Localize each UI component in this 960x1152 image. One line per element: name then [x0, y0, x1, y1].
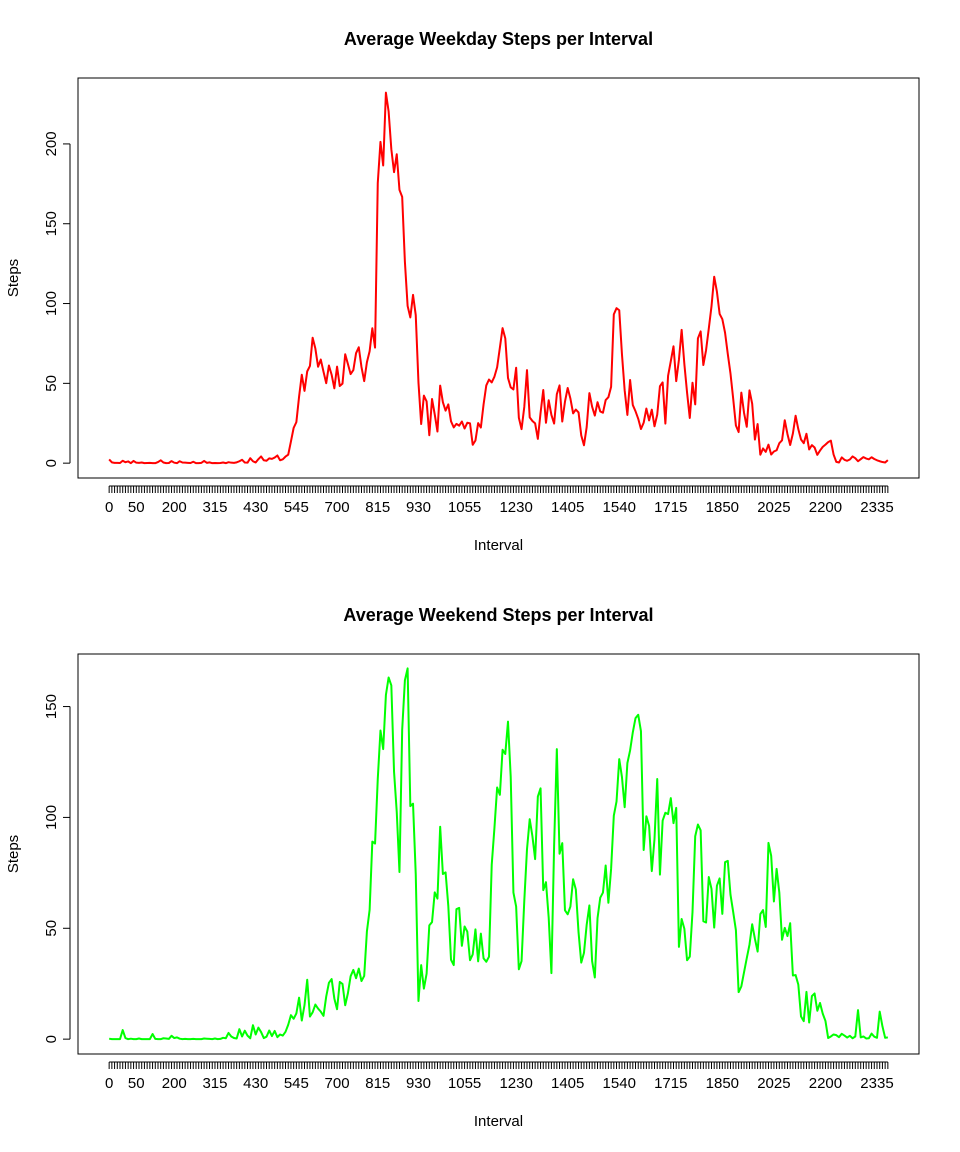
x-tick-label: 545: [284, 499, 309, 516]
x-tick-label: 0: [105, 499, 113, 516]
x-tick-label: 0: [105, 1075, 113, 1092]
x-tick-label: 50: [128, 1075, 145, 1092]
x-tick-label: 1850: [706, 1075, 739, 1092]
x-tick-label: 930: [406, 1075, 431, 1092]
plot-frame: [77, 77, 920, 479]
chart-title: Average Weekday Steps per Interval: [344, 29, 653, 49]
chart-title: Average Weekend Steps per Interval: [343, 605, 653, 625]
y-tick-label: 150: [43, 211, 60, 236]
x-tick-label: 930: [406, 499, 431, 516]
data-line: [108, 91, 889, 465]
x-tick-label: 430: [243, 1075, 268, 1092]
x-tick-label: 2200: [809, 499, 842, 516]
x-axis-label: Interval: [474, 537, 523, 554]
x-tick-label: 200: [162, 1075, 187, 1092]
x-tick-label: 1055: [448, 499, 481, 516]
x-tick-label: 700: [325, 1075, 350, 1092]
x-tick-label: 2025: [757, 1075, 790, 1092]
y-tick-label: 150: [43, 694, 60, 719]
x-axis-label: Interval: [474, 1113, 523, 1130]
x-tick-label: 1715: [654, 1075, 687, 1092]
y-tick-label: 0: [43, 459, 60, 467]
x-tick-label: 50: [128, 499, 145, 516]
x-tick-label: 315: [202, 499, 227, 516]
x-tick-label: 1230: [499, 1075, 532, 1092]
x-tick-label: 1055: [448, 1075, 481, 1092]
x-tick-label: 815: [365, 499, 390, 516]
x-tick-label: 430: [243, 499, 268, 516]
x-tick-label: 2200: [809, 1075, 842, 1092]
x-tick-label: 1850: [706, 499, 739, 516]
x-tick-label: 1540: [603, 499, 636, 516]
x-tick-label: 315: [202, 1075, 227, 1092]
x-tick-label: 2335: [860, 1075, 893, 1092]
x-tick-label: 815: [365, 1075, 390, 1092]
y-tick-label: 50: [43, 375, 60, 392]
y-axis-label: Steps: [5, 259, 22, 297]
y-tick-label: 100: [43, 291, 60, 316]
x-tick-label: 1715: [654, 499, 687, 516]
x-tick-label: 1230: [499, 499, 532, 516]
x-tick-label: 1405: [551, 499, 584, 516]
x-tick-label: 2335: [860, 499, 893, 516]
y-tick-label: 0: [43, 1035, 60, 1043]
data-line: [108, 667, 889, 1041]
x-tick-label: 1540: [603, 1075, 636, 1092]
x-tick-label: 545: [284, 1075, 309, 1092]
y-tick-label: 100: [43, 805, 60, 830]
x-tick-label: 1405: [551, 1075, 584, 1092]
plot-frame: [77, 653, 920, 1055]
y-tick-label: 50: [43, 920, 60, 937]
x-tick-label: 200: [162, 499, 187, 516]
y-axis-label: Steps: [5, 835, 22, 873]
x-tick-label: 700: [325, 499, 350, 516]
x-tick-label: 2025: [757, 499, 790, 516]
y-tick-label: 200: [43, 131, 60, 156]
